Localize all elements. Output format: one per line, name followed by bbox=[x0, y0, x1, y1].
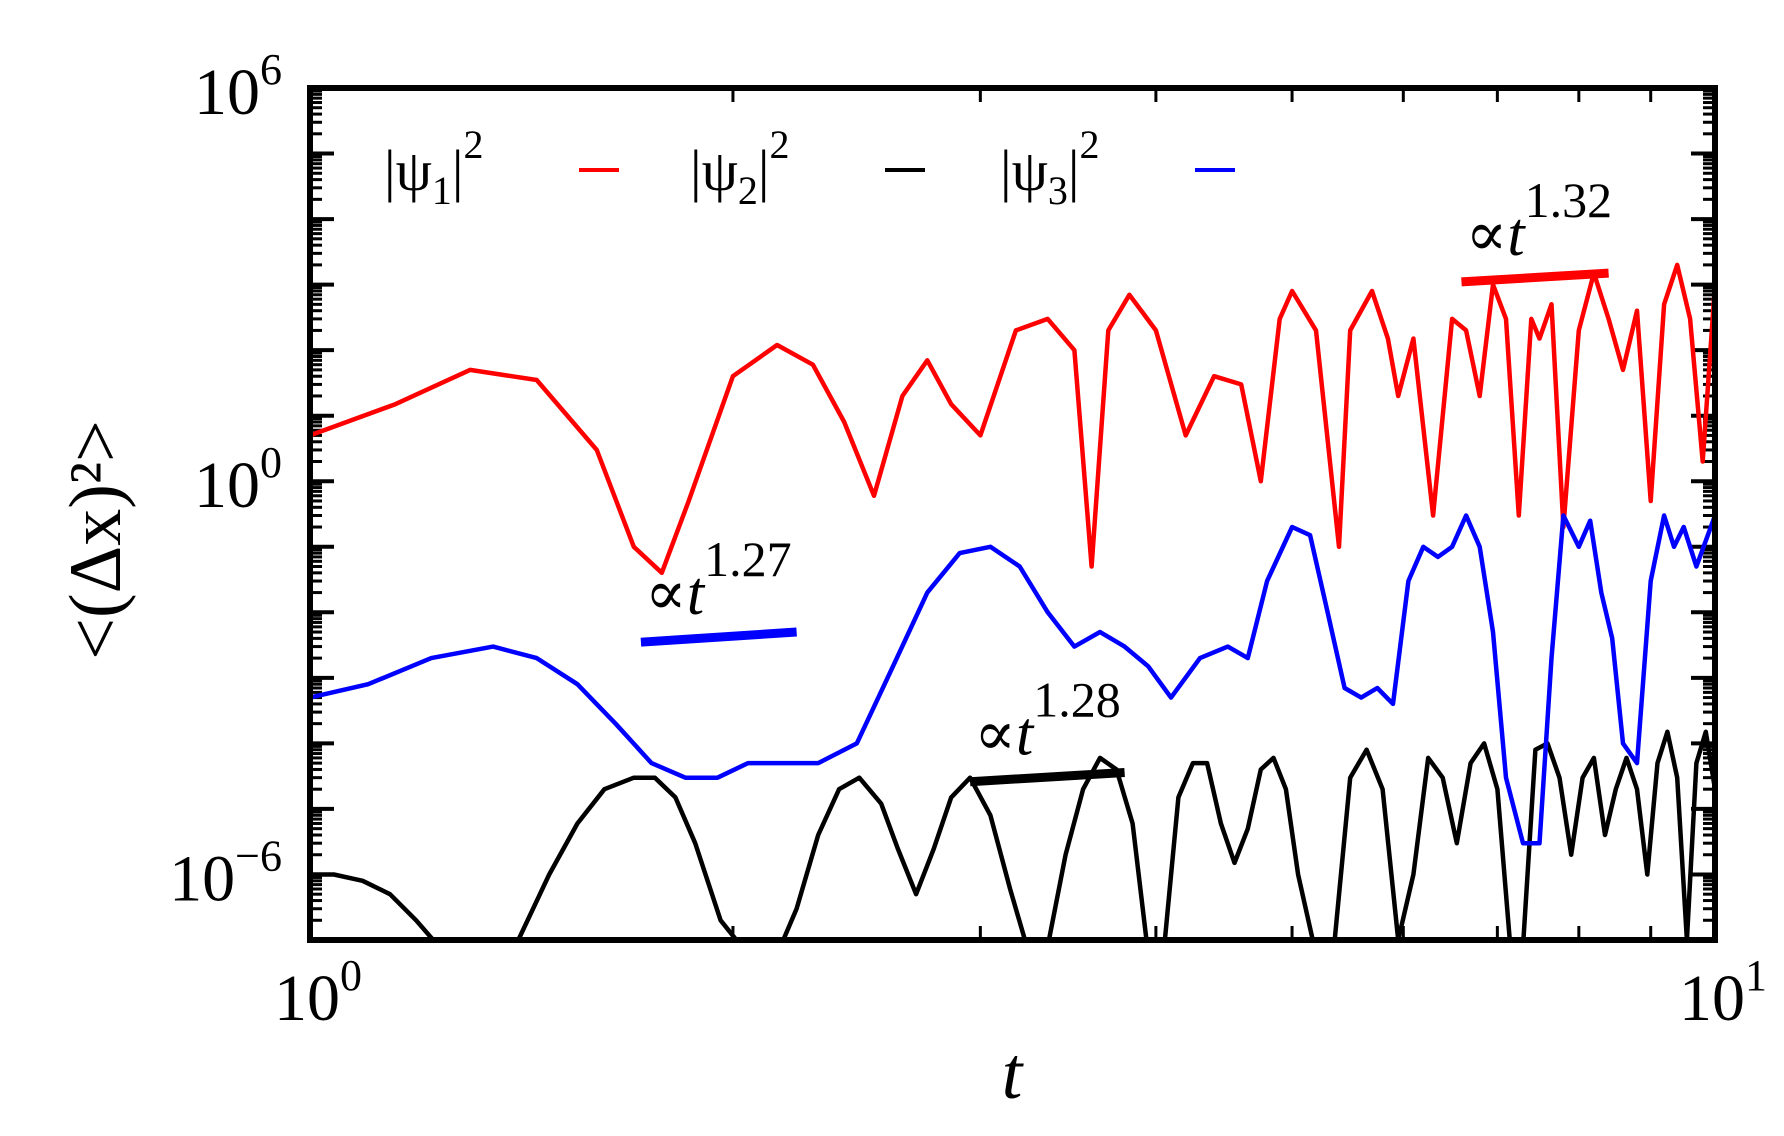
series-line-1 bbox=[310, 262, 1715, 576]
legend-label-1: |ψ1|2 bbox=[384, 122, 484, 213]
y-axis-label: <(Δx)²> bbox=[55, 420, 137, 660]
series-line-2 bbox=[310, 729, 1715, 940]
series-layer bbox=[310, 262, 1715, 940]
x-tick-labels: 100 101 bbox=[274, 951, 1767, 1035]
slope-label-3: ∝t1.27 bbox=[645, 531, 792, 628]
x-axis-label: t bbox=[1002, 1033, 1025, 1115]
x-tick-label: 100 bbox=[274, 951, 362, 1035]
legend: |ψ1|2 |ψ2|2 |ψ3|2 bbox=[384, 122, 1235, 213]
y-tick-label: 10−6 bbox=[169, 831, 282, 915]
y-tick-label: 100 bbox=[194, 438, 282, 522]
legend-label-3: |ψ3|2 bbox=[1000, 122, 1100, 213]
slope-label-2: ∝t1.28 bbox=[974, 671, 1121, 768]
y-tick-labels: 10−6 100 106 bbox=[169, 45, 282, 915]
y-tick-label: 106 bbox=[194, 45, 282, 129]
slope-segment-3 bbox=[640, 627, 797, 647]
slope-segment-1 bbox=[1461, 268, 1609, 287]
plot-frame bbox=[307, 85, 1718, 943]
series-line-3 bbox=[310, 513, 1715, 846]
legend-label-2: |ψ2|2 bbox=[690, 122, 790, 213]
annotation-layer: ∝t1.32 ∝t1.28 ∝t1.27 bbox=[640, 172, 1612, 787]
slope-label-1: ∝t1.32 bbox=[1465, 172, 1612, 269]
slope-segment-2 bbox=[969, 767, 1125, 787]
x-tick-label: 101 bbox=[1679, 951, 1767, 1035]
